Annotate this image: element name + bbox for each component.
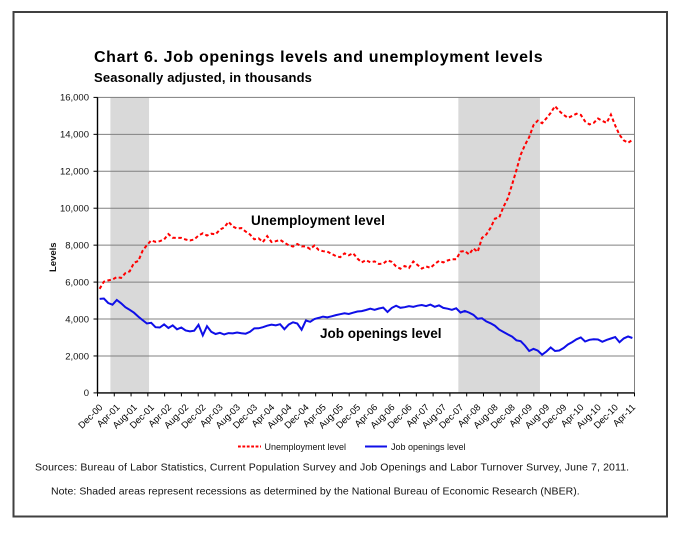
svg-text:0: 0	[84, 388, 89, 399]
svg-text:Sources: Bureau of Labor Stati: Sources: Bureau of Labor Statistics, Cur…	[35, 462, 629, 474]
svg-text:Seasonally adjusted, in thousa: Seasonally adjusted, in thousands	[94, 70, 312, 85]
svg-text:Note: Shaded areas represent r: Note: Shaded areas represent recessions …	[51, 486, 580, 498]
svg-text:Chart 6. Job openings levels a: Chart 6. Job openings levels and unemplo…	[94, 49, 543, 66]
svg-text:4,000: 4,000	[65, 314, 89, 325]
svg-text:2,000: 2,000	[65, 351, 89, 362]
svg-text:Levels: Levels	[48, 242, 59, 272]
svg-text:16,000: 16,000	[60, 93, 89, 104]
svg-text:12,000: 12,000	[60, 167, 89, 178]
svg-text:Unemployment level: Unemployment level	[265, 442, 347, 452]
svg-text:8,000: 8,000	[65, 240, 89, 251]
svg-text:10,000: 10,000	[60, 204, 89, 215]
svg-text:Unemployment level: Unemployment level	[251, 213, 385, 228]
svg-text:Job openings level: Job openings level	[391, 442, 466, 452]
svg-text:6,000: 6,000	[65, 277, 89, 288]
svg-text:Job openings level: Job openings level	[320, 326, 442, 341]
svg-text:14,000: 14,000	[60, 130, 89, 141]
